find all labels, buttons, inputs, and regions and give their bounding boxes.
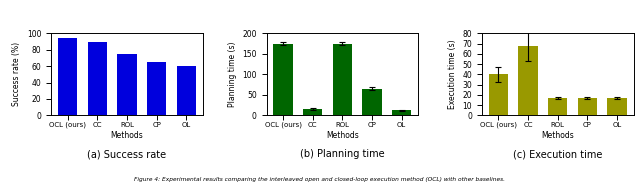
Bar [58, 38, 77, 115]
Bar [177, 66, 196, 115]
Bar [362, 89, 381, 115]
Text: (b) Planning time: (b) Planning time [300, 149, 385, 159]
Bar [607, 98, 627, 115]
X-axis label: Methods: Methods [111, 131, 143, 140]
Bar [548, 98, 568, 115]
Bar [578, 98, 597, 115]
Bar [117, 54, 137, 115]
Y-axis label: Planning time (s): Planning time (s) [228, 42, 237, 107]
Bar [518, 46, 538, 115]
Bar [273, 44, 292, 115]
Bar [147, 62, 166, 115]
Text: Figure 4: Experimental results comparing the interleaved open and closed-loop ex: Figure 4: Experimental results comparing… [134, 177, 506, 182]
Bar [303, 109, 323, 115]
Y-axis label: Execution time (s): Execution time (s) [448, 40, 457, 109]
Text: (c) Execution time: (c) Execution time [513, 149, 602, 159]
Y-axis label: Success rate (%): Success rate (%) [12, 42, 21, 106]
Text: (a) Success rate: (a) Success rate [88, 149, 166, 159]
Bar [88, 42, 107, 115]
Bar [333, 44, 352, 115]
X-axis label: Methods: Methods [541, 131, 574, 140]
X-axis label: Methods: Methods [326, 131, 359, 140]
Bar [392, 110, 412, 115]
Bar [489, 74, 508, 115]
